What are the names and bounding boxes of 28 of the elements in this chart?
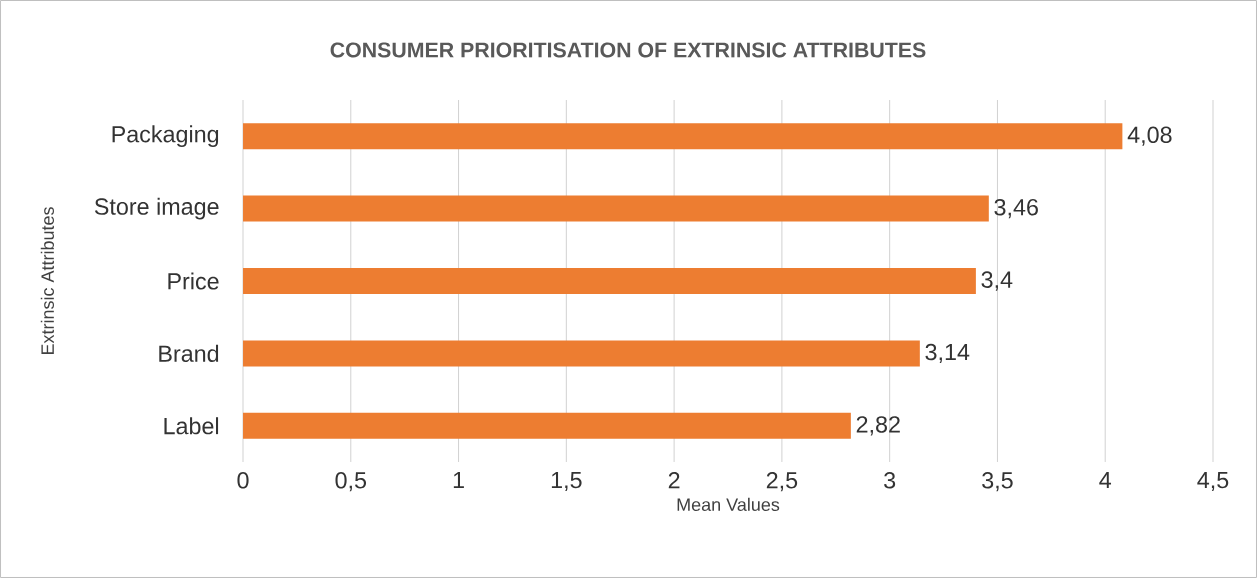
bar: [243, 267, 976, 294]
x-tick-label: 3: [884, 472, 896, 489]
x-tick-label: 4: [1099, 472, 1112, 489]
data-label: 4,08: [1127, 126, 1172, 146]
data-label: 3,46: [994, 198, 1038, 219]
x-tick-label: 0,5: [335, 472, 367, 492]
data-label: 3,14: [925, 343, 970, 364]
x-tick-label: 2,5: [766, 472, 798, 492]
y-tick-label: Store image: [94, 197, 219, 220]
y-axis-title: Extrinsic Attributes: [40, 207, 54, 355]
y-tick-label: Brand: [159, 344, 219, 362]
data-label: 3,4: [981, 271, 1013, 291]
x-tick-label: 4,5: [1197, 472, 1229, 492]
x-tick-label: 2: [668, 472, 680, 489]
chart-title: CONSUMER PRIORITISATION OF EXTRINSIC ATTRIBUTES: [330, 42, 926, 58]
bar: [243, 340, 920, 367]
x-tick-label: 1,5: [551, 472, 582, 492]
y-tick-label: Price: [168, 272, 219, 290]
y-tick-label: Packaging: [112, 125, 219, 148]
x-axis-title: Mean Values: [677, 497, 780, 512]
bar: [243, 123, 1123, 150]
bar: [243, 195, 989, 222]
data-label: 2,82: [856, 416, 900, 436]
bar: [243, 412, 851, 439]
x-tick-label: 0: [237, 472, 249, 489]
x-tick-label: 3,5: [982, 472, 1013, 492]
y-tick-label: Label: [164, 417, 219, 435]
x-tick-label: 1: [453, 472, 464, 489]
